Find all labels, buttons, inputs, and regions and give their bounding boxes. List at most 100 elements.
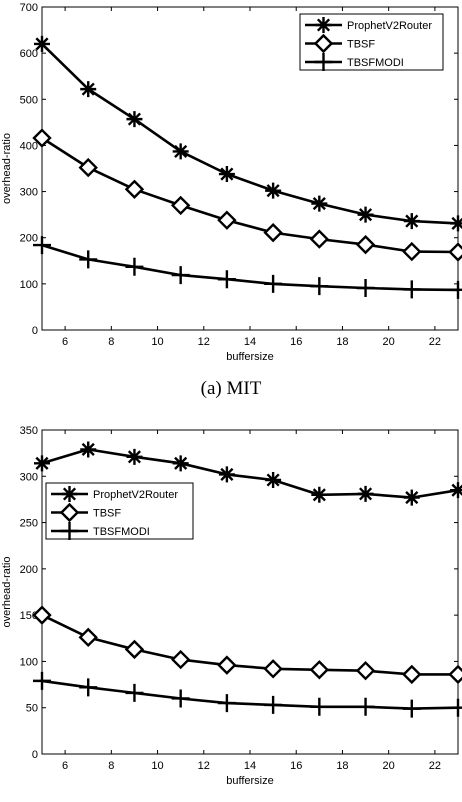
- x-tick-label: 16: [290, 336, 302, 348]
- data-point: [125, 257, 144, 276]
- data-point: [171, 689, 190, 708]
- data-point: [355, 660, 376, 681]
- data-point: [356, 697, 375, 716]
- y-tick-label: 600: [20, 48, 38, 60]
- data-point: [34, 35, 50, 52]
- data-point: [402, 241, 422, 262]
- chart-caption: (a) MIT: [200, 378, 262, 399]
- x-tick-label: 6: [62, 336, 68, 348]
- y-axis-label: overhead-ratio: [1, 133, 13, 204]
- data-point: [79, 250, 98, 269]
- legend-swatch-marker: [315, 17, 332, 33]
- data-point: [357, 206, 374, 223]
- series-prophetv2router: [34, 441, 462, 506]
- data-point: [125, 683, 144, 702]
- data-point: [34, 455, 50, 472]
- legend-swatch-marker: [313, 33, 334, 54]
- data-point: [357, 485, 374, 502]
- x-axis-label: buffersize: [226, 775, 274, 787]
- data-point: [170, 195, 191, 216]
- data-point: [311, 486, 328, 503]
- series-line: [41, 42, 459, 225]
- y-tick-label: 0: [32, 325, 38, 337]
- data-point: [402, 664, 422, 685]
- data-point: [170, 649, 191, 670]
- data-point: [172, 455, 189, 472]
- data-point: [124, 179, 145, 199]
- data-point: [80, 81, 97, 98]
- data-point: [310, 277, 329, 296]
- data-point: [33, 671, 51, 690]
- x-tick-label: 12: [198, 336, 210, 348]
- y-tick-label: 200: [20, 233, 38, 245]
- data-point: [124, 639, 145, 660]
- data-point: [265, 471, 282, 488]
- plot-frame: [41, 429, 459, 755]
- legend-swatch-marker: [61, 486, 78, 502]
- legend-label: TBSFMODI: [347, 57, 404, 69]
- x-tick-label: 12: [198, 760, 210, 772]
- data-point: [449, 698, 462, 717]
- chart-second: 6 8 10 12 14 16 18 20 22 0 50 100 150 200 250 300 350 buf…: [1, 425, 462, 787]
- data-point: [32, 128, 52, 148]
- legend-swatch-marker: [59, 502, 80, 523]
- y-tick-label: 500: [20, 94, 38, 106]
- legend-label: ProphetV2Router: [347, 20, 432, 32]
- data-point: [403, 213, 420, 230]
- x-tick-label: 18: [336, 760, 348, 772]
- x-tick-label: 18: [336, 336, 348, 348]
- legend-label: TBSF: [347, 39, 375, 51]
- data-point: [448, 664, 462, 685]
- x-tick-label: 20: [383, 760, 395, 772]
- series-line: [41, 136, 459, 254]
- x-tick-label: 20: [383, 336, 395, 348]
- data-point: [403, 489, 420, 506]
- y-tick-label: 300: [20, 187, 38, 199]
- x-tick-label: 22: [429, 760, 441, 772]
- y-axis-label: overhead-ratio: [1, 557, 13, 628]
- x-tick-label: 6: [62, 760, 68, 772]
- data-point: [172, 143, 189, 160]
- data-point: [450, 482, 462, 499]
- y-tick-label: 50: [26, 703, 38, 715]
- y-tick-label: 300: [20, 471, 38, 483]
- series-tbsf: [32, 605, 462, 685]
- data-point: [33, 236, 51, 255]
- data-point: [126, 111, 143, 128]
- y-tick-label: 250: [20, 518, 38, 530]
- y-tick-label: 0: [32, 749, 38, 761]
- data-point: [402, 280, 421, 299]
- series-line: [41, 243, 459, 292]
- data-point: [80, 441, 97, 458]
- x-tick-label: 8: [108, 760, 114, 772]
- data-point: [218, 166, 235, 183]
- series-line: [41, 448, 459, 499]
- data-point: [218, 466, 235, 483]
- series-tbsfmodi: [33, 671, 462, 718]
- data-point: [449, 280, 462, 299]
- data-point: [78, 627, 98, 648]
- data-point: [263, 659, 283, 679]
- data-point: [265, 182, 282, 199]
- series-line: [41, 613, 458, 676]
- x-tick-label: 14: [244, 336, 256, 348]
- y-tick-label: 700: [20, 2, 38, 14]
- legend-label: ProphetV2Router: [93, 489, 178, 501]
- data-point: [217, 210, 237, 230]
- legend: ProphetV2Router TBSF TBSFMODI: [299, 13, 444, 71]
- data-point: [79, 678, 98, 697]
- data-point: [32, 605, 52, 625]
- y-tick-label: 150: [20, 610, 38, 622]
- x-tick-label: 10: [151, 760, 163, 772]
- y-tick-label: 100: [20, 279, 38, 291]
- y-tick-label: 100: [20, 656, 38, 668]
- data-point: [450, 215, 462, 232]
- data-point: [217, 655, 237, 675]
- data-point: [402, 699, 421, 718]
- data-point: [78, 157, 98, 178]
- data-point: [217, 694, 236, 713]
- data-point: [355, 234, 376, 255]
- legend-label: TBSFMODI: [93, 526, 150, 538]
- series-prophetv2router: [34, 35, 462, 232]
- data-point: [356, 279, 375, 298]
